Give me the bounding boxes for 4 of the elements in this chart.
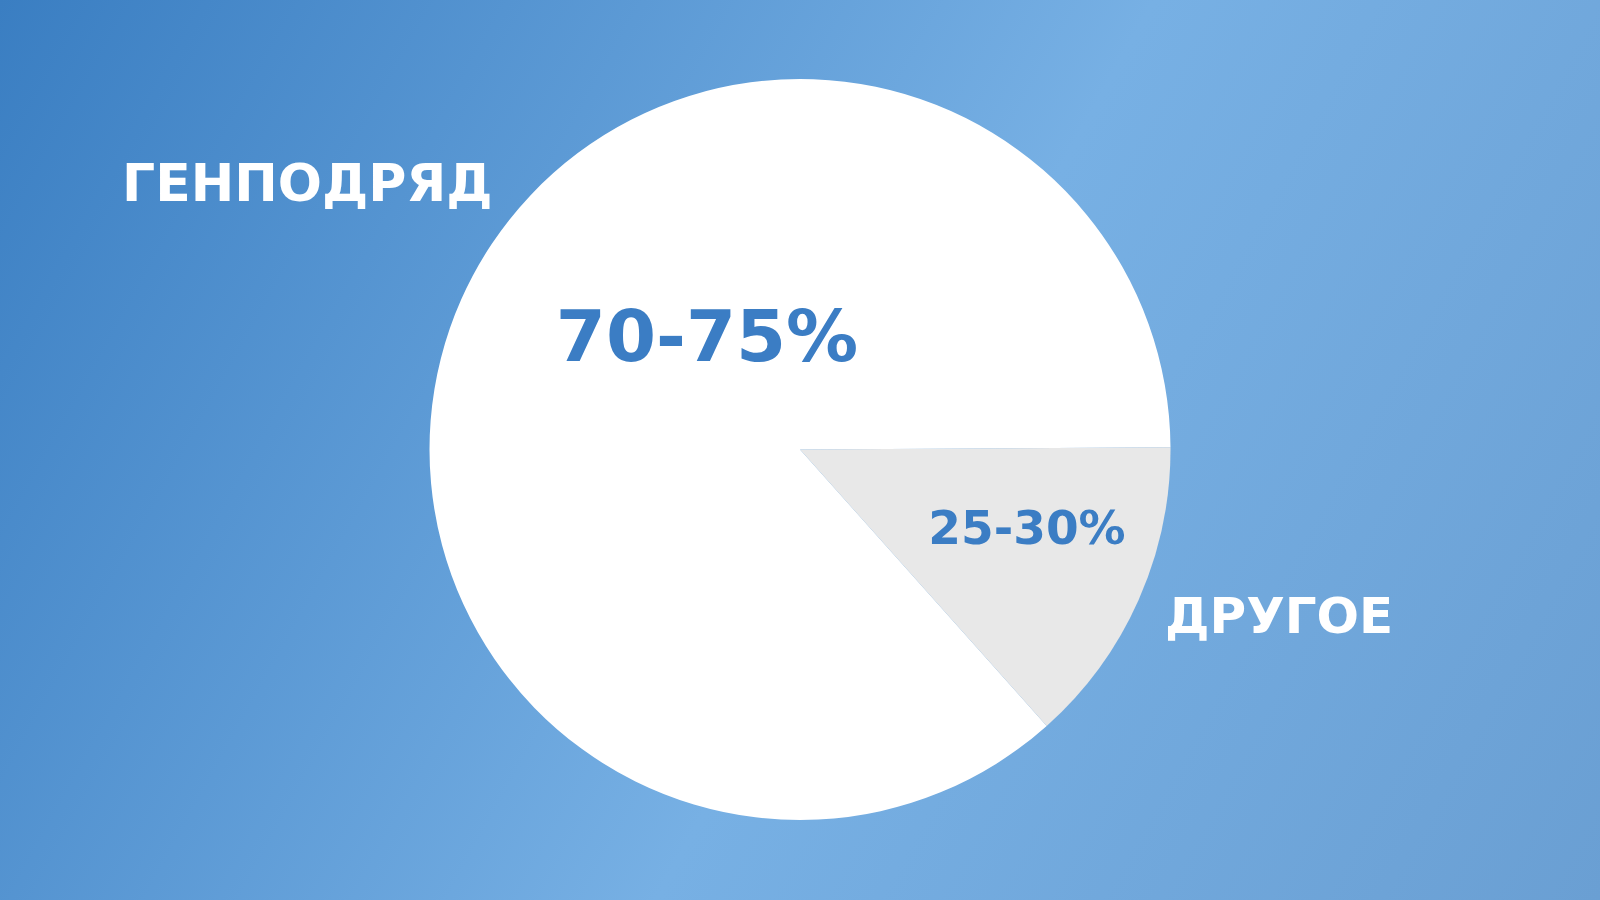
text: 70-75% — [555, 294, 859, 378]
text: 25-30% — [928, 500, 1126, 555]
slice-label: ГЕНПОДРЯД — [122, 153, 493, 213]
slice-label: ДРУГОЕ — [1165, 587, 1394, 645]
